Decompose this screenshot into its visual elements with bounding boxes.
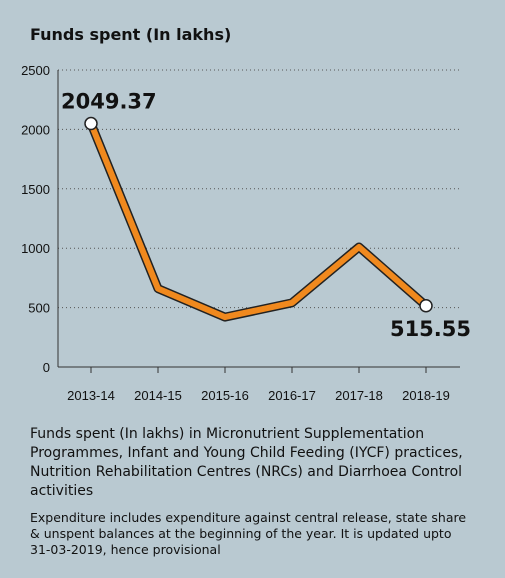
y-tick-label: 1000: [21, 241, 50, 256]
grid-lines: [57, 69, 460, 368]
x-tick-label: 2017-18: [335, 388, 383, 403]
y-axis: 0 500 1000 1500 2000 2500: [21, 63, 50, 375]
chart-title: Funds spent (In lakhs): [30, 25, 232, 44]
y-tick-label: 2000: [21, 122, 50, 137]
data-label: 515.55: [390, 317, 471, 341]
x-tick-label: 2016-17: [268, 388, 316, 403]
series-line-stroke: [88, 120, 429, 321]
data-label: 2049.37: [61, 90, 157, 114]
data-point-marker: [419, 299, 433, 313]
x-tick-label: 2018-19: [402, 388, 450, 403]
data-point-marker: [84, 116, 98, 131]
callouts: 2049.37 515.55: [61, 90, 471, 341]
y-tick-label: 0: [43, 360, 50, 375]
x-axis: 2013-14 2014-15 2015-16 2016-17 2017-18 2018-…: [67, 367, 450, 403]
series-line-outline: [86, 119, 431, 322]
series-line: [86, 119, 431, 322]
x-tick-label: 2015-16: [201, 388, 249, 403]
chart-caption: Funds spent (In lakhs) in Micronutrient …: [30, 426, 463, 499]
y-tick-label: 500: [28, 301, 50, 316]
data-points: [84, 116, 433, 313]
line-chart: 0 500 1000 1500 2000 2500 2013-14 2014-15 2015-…: [21, 63, 471, 403]
y-tick-label: 2500: [21, 63, 50, 78]
x-tick-label: 2014-15: [134, 388, 182, 403]
x-tick-label: 2013-14: [67, 388, 115, 403]
chart-note: Expenditure includes expenditure against…: [30, 510, 467, 557]
y-tick-label: 1500: [21, 182, 50, 197]
